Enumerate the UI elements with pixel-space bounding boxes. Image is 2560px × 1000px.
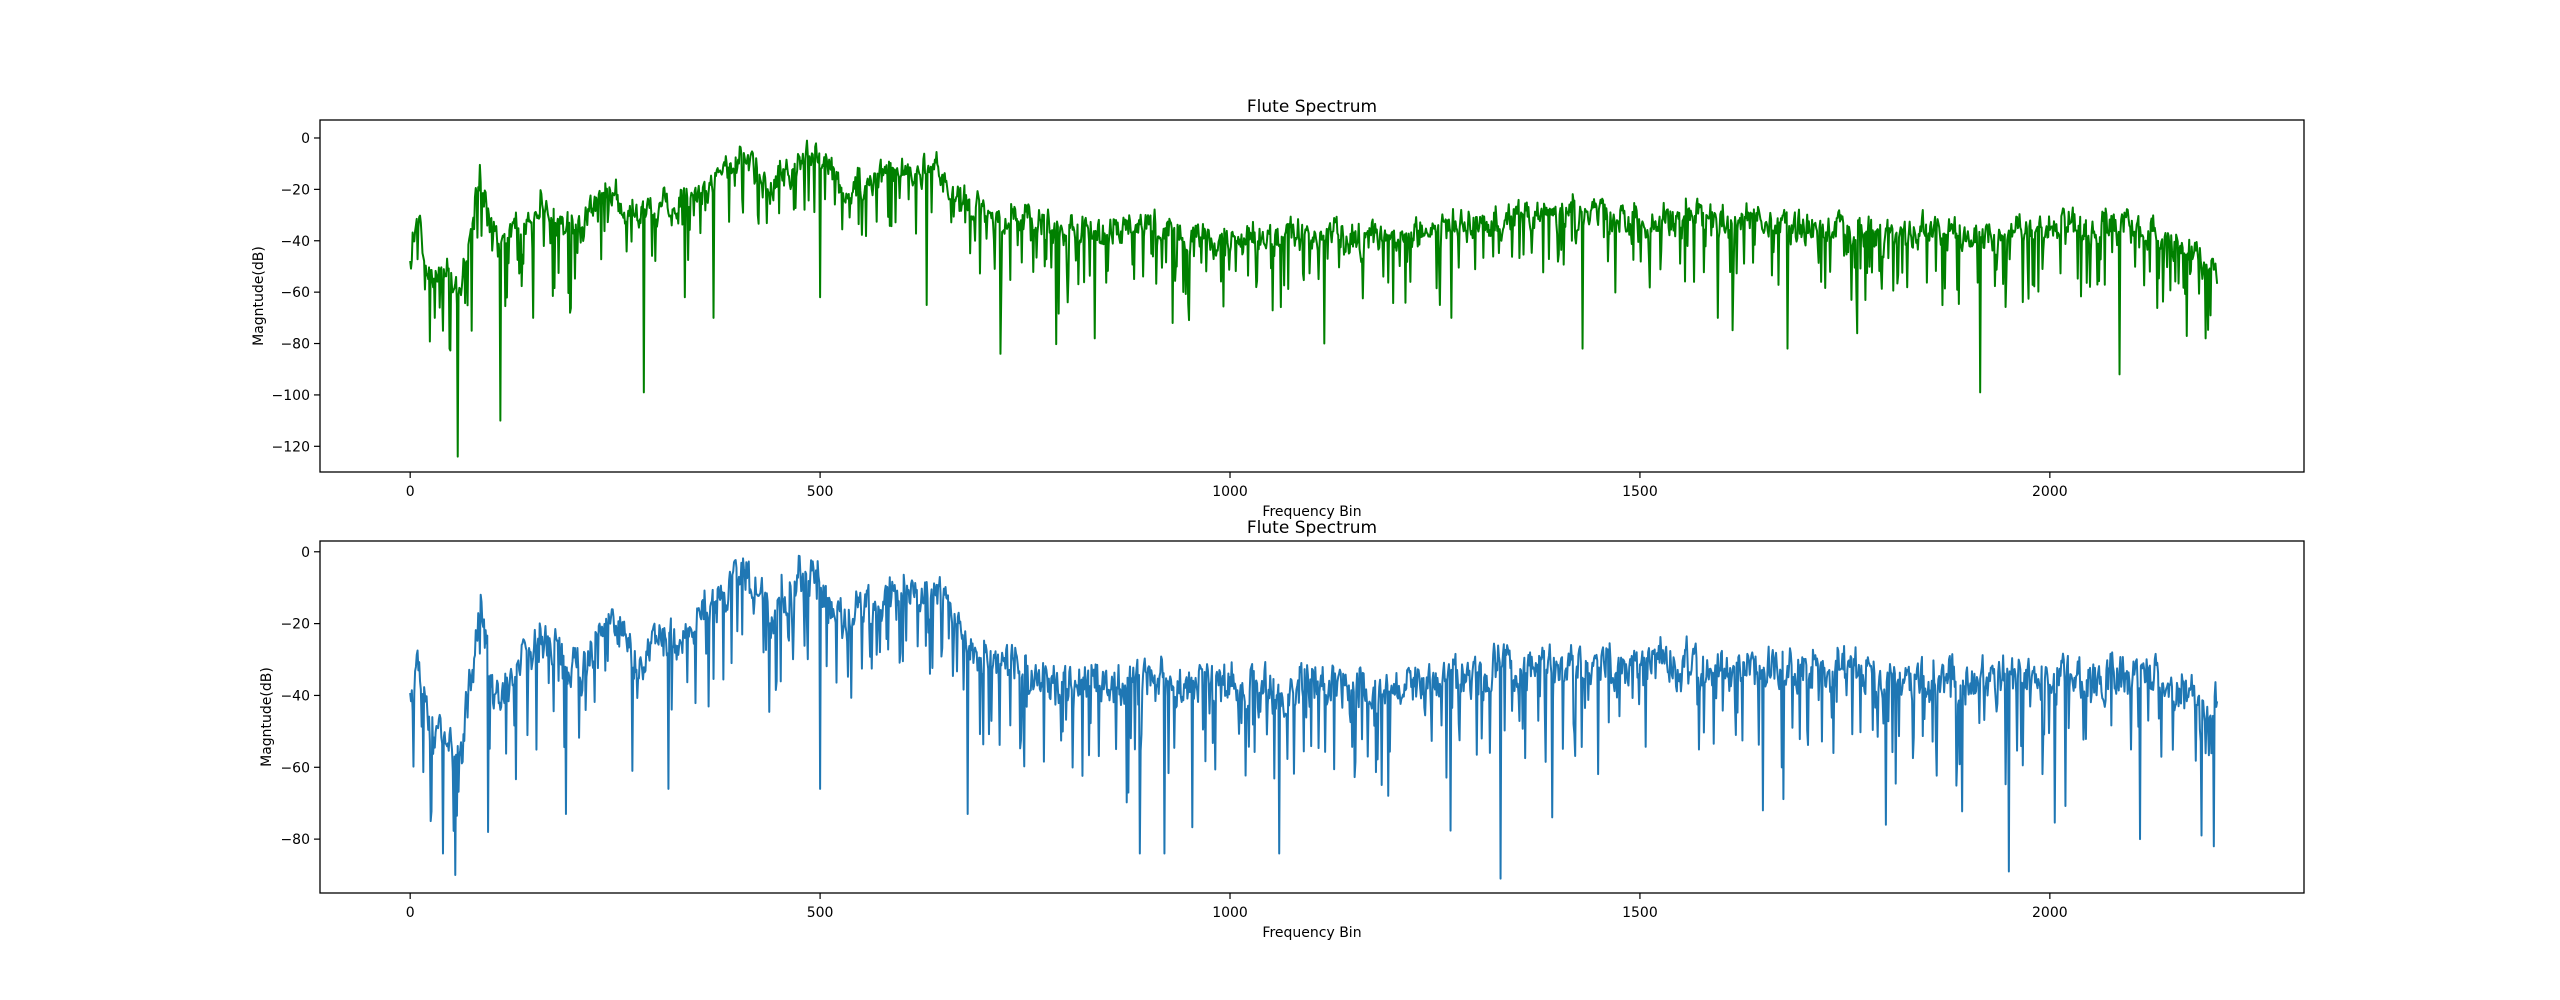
x-tick-label: 2000 [2032, 905, 2068, 921]
y-tick-label: −60 [280, 285, 310, 301]
plot-frame [319, 540, 2305, 894]
series-line-1 [409, 139, 2219, 458]
x-tick-label: 2000 [2032, 484, 2068, 500]
y-tick-label: −20 [280, 617, 310, 633]
chart-panel-1: 0 500 1000 1500 2000 0 −20 −40 −60 −80 −100 −120 Flu… [251, 97, 2305, 520]
x-axis-label: Frequency Bin [1262, 504, 1361, 520]
x-tick-label: 1500 [1622, 484, 1658, 500]
y-tick-label: −120 [272, 439, 310, 455]
x-tick-label: 0 [406, 905, 415, 921]
y-tick-label: −100 [272, 388, 310, 404]
y-tick-label: −40 [280, 234, 310, 250]
y-tick-label: −80 [280, 337, 310, 353]
y-axis-label: Magntude(dB) [259, 667, 275, 767]
x-tick-label: 1000 [1212, 484, 1248, 500]
y-tick-label: 0 [301, 545, 310, 561]
y-tick-label: −20 [280, 182, 310, 198]
x-tick-label: 1000 [1212, 905, 1248, 921]
y-tick-label: −40 [280, 688, 310, 704]
x-tick-label: 500 [807, 484, 834, 500]
y-tick-label: 0 [301, 131, 310, 147]
x-tick-label: 0 [406, 484, 415, 500]
y-axis-label: Magntude(dB) [251, 246, 267, 346]
series-line-1 [409, 554, 2219, 880]
chart-panel-2: 0 500 1000 1500 2000 0 −20 −40 −60 −80 Flute Spect… [259, 518, 2305, 941]
chart-title: Flute Spectrum [1247, 518, 1377, 538]
chart-title: Flute Spectrum [1247, 97, 1377, 117]
y-tick-label: −60 [280, 760, 310, 776]
x-axis-label: Frequency Bin [1262, 925, 1361, 941]
x-tick-label: 500 [807, 905, 834, 921]
y-tick-label: −80 [280, 832, 310, 848]
x-tick-label: 1500 [1622, 905, 1658, 921]
plot-frame [319, 119, 2305, 473]
